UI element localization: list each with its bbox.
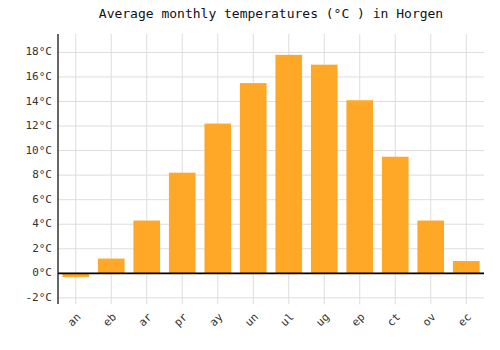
y-tick-label: 12°C bbox=[26, 119, 53, 132]
x-tick-label: pr bbox=[171, 310, 190, 329]
zero-line bbox=[58, 272, 484, 274]
bar bbox=[453, 261, 480, 273]
y-tick-label: 10°C bbox=[26, 144, 53, 157]
y-grid-line bbox=[58, 273, 484, 274]
x-tick-label: an bbox=[65, 311, 84, 330]
y-tick-label: 16°C bbox=[26, 70, 53, 83]
y-tick-label: 14°C bbox=[26, 95, 53, 108]
y-tick-label: 8°C bbox=[32, 168, 52, 181]
y-grid-line bbox=[58, 175, 484, 176]
bar bbox=[98, 259, 125, 274]
x-tick-label: ec bbox=[455, 311, 474, 330]
x-tick-label: ay bbox=[207, 310, 226, 329]
y-grid-line bbox=[58, 297, 484, 298]
y-tick-label: 6°C bbox=[32, 193, 52, 206]
chart: -2°C 0°C 2°C 4°C 6°C 8°C 10°C 12°C 14°C 16°C 18°C a… bbox=[0, 0, 500, 350]
y-grid-line bbox=[58, 199, 484, 200]
y-grid-line bbox=[58, 150, 484, 151]
bar bbox=[240, 83, 267, 273]
x-tick-label: un bbox=[242, 311, 261, 330]
bar bbox=[133, 221, 160, 274]
x-tick-label: ov bbox=[420, 310, 439, 329]
x-tick-label: ul bbox=[278, 311, 297, 330]
y-grid-line bbox=[58, 126, 484, 127]
x-tick-label: eb bbox=[100, 311, 119, 330]
bars bbox=[62, 55, 479, 277]
y-grid-line bbox=[58, 52, 484, 53]
y-grid-line bbox=[58, 101, 484, 102]
x-tick-label: ct bbox=[384, 311, 403, 330]
x-tick-label: ar bbox=[136, 310, 155, 329]
y-tick-label: -2°C bbox=[26, 291, 53, 304]
x-tick-label: ug bbox=[313, 311, 332, 330]
bar bbox=[417, 221, 444, 274]
x-grid-line bbox=[75, 34, 76, 304]
bar bbox=[382, 157, 409, 274]
y-axis-line bbox=[57, 34, 58, 304]
y-grid-line bbox=[58, 76, 484, 77]
grid bbox=[58, 34, 484, 304]
bar bbox=[275, 55, 302, 273]
y-tick-label: 4°C bbox=[32, 217, 52, 230]
bar bbox=[346, 100, 373, 273]
bar bbox=[169, 173, 196, 274]
bar bbox=[311, 65, 338, 274]
x-tick-label: ep bbox=[349, 311, 368, 330]
bar bbox=[204, 124, 231, 274]
y-tick-label: 0°C bbox=[32, 266, 52, 279]
y-tick-label: 2°C bbox=[32, 242, 52, 255]
title: Average monthly temperatures (°C ) in Ho… bbox=[99, 6, 443, 21]
y-tick-label: 18°C bbox=[26, 45, 53, 58]
